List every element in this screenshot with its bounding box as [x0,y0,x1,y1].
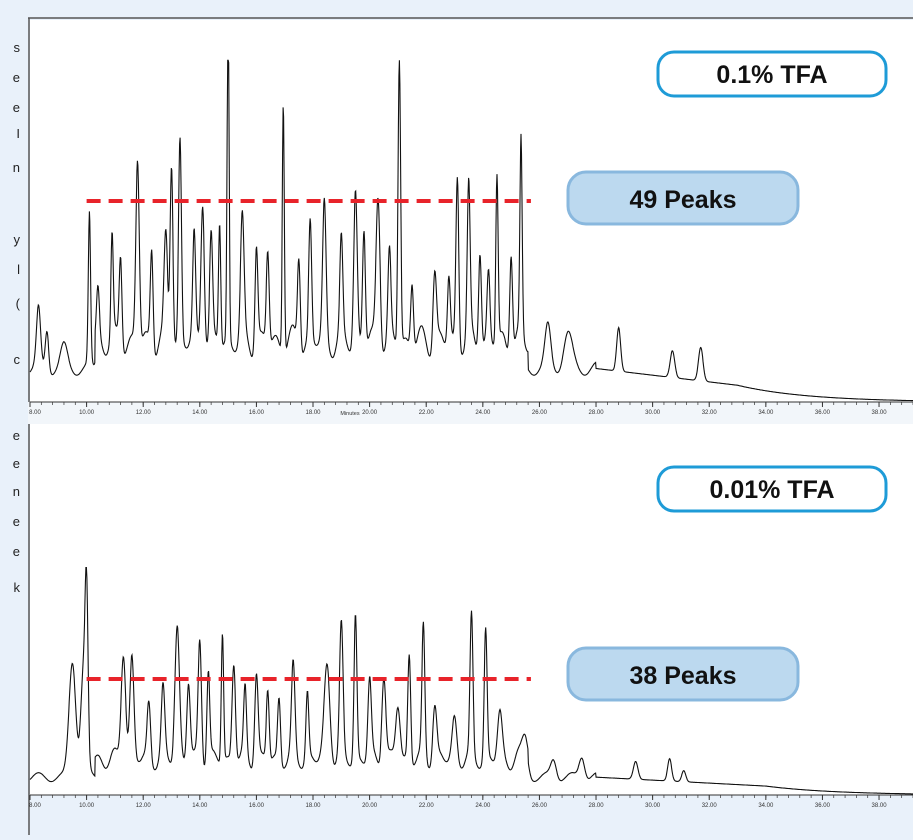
side-text-char: n [12,160,20,175]
side-text-char: e [12,514,20,529]
x-tick-label: 8.00 [29,803,41,809]
x-tick-label: 24.00 [475,410,491,416]
side-text-char: e [12,70,20,85]
x-tick-label: 32.00 [702,803,718,809]
x-tick-label: 28.00 [589,410,605,416]
x-axis-top: 8.00 10.00 12.00 14.00 16.00 18.00 20.00 22.00 2… [29,401,913,416]
x-tick-label: 38.00 [872,410,888,416]
side-text-char: s [13,40,21,55]
chromatogram-panel-bottom: 8.00 10.00 12.00 14.00 16.00 18.00 20.00 22.00 2… [29,465,913,809]
side-text-char: y [13,232,21,247]
x-tick-label: 30.00 [645,803,661,809]
side-text-char: e [12,544,20,559]
chromatogram-trace-top [29,59,913,402]
x-tick-label: 28.00 [589,803,605,809]
x-tick-label: 14.00 [192,410,208,416]
condition-badge-top: 0.1% TFA [656,50,888,98]
x-tick-label: 36.00 [815,803,831,809]
x-tick-label: 38.00 [872,803,888,809]
side-text-char: l [17,262,20,277]
peak-count-badge-bottom-label: 38 Peaks [629,662,736,690]
side-text-char: n [12,484,20,499]
x-axis-bottom: 8.00 10.00 12.00 14.00 16.00 18.00 20.00 22.00 2… [29,794,913,809]
side-text-char: e [12,100,20,115]
x-tick-label: 22.00 [419,410,435,416]
x-tick-label: 36.00 [815,410,831,416]
x-axis-label-top: Minutes [340,411,360,417]
x-tick-label: 26.00 [532,803,548,809]
chromatogram-figure: 8.00 10.00 12.00 14.00 16.00 18.00 20.00 22.00 2… [28,12,913,835]
chromatogram-trace-bottom [29,566,913,795]
side-text-char: e [12,456,20,471]
x-tick-label: 16.00 [249,410,265,416]
condition-badge-bottom: 0.01% TFA [656,465,888,513]
x-tick-label: 12.00 [136,803,152,809]
condition-badge-bottom-label: 0.01% TFA [709,476,834,504]
x-tick-label: 34.00 [758,803,774,809]
panel-gap [28,402,913,424]
peak-count-badge-bottom: 38 Peaks [566,646,800,702]
x-tick-label: 10.00 [79,803,95,809]
x-tick-label: 20.00 [362,803,378,809]
x-tick-label: 10.00 [79,410,95,416]
x-tick-label: 12.00 [136,410,152,416]
chromatogram-svg: 8.00 10.00 12.00 14.00 16.00 18.00 20.00 22.00 2… [28,17,913,835]
peak-count-badge-top-label: 49 Peaks [629,186,736,214]
peak-count-badge-top: 49 Peaks [566,170,800,226]
x-tick-label: 22.00 [419,803,435,809]
x-tick-label: 24.00 [475,803,491,809]
side-text-char: I [16,126,20,141]
side-text-char: k [13,580,21,595]
side-text-char: c [13,352,21,367]
x-tick-label: 18.00 [306,803,322,809]
x-tick-label: 26.00 [532,410,548,416]
x-tick-label: 20.00 [362,410,378,416]
x-tick-label: 32.00 [702,410,718,416]
x-tick-label: 8.00 [29,410,41,416]
x-tick-label: 30.00 [645,410,661,416]
x-tick-label: 16.00 [249,803,265,809]
x-tick-label: 18.00 [306,410,322,416]
x-tick-label: 34.00 [758,410,774,416]
x-tick-label: 14.00 [192,803,208,809]
condition-badge-top-label: 0.1% TFA [716,61,827,89]
side-text-char: ( [15,296,20,311]
side-text-char: e [12,428,20,443]
chromatogram-panel-top: 8.00 10.00 12.00 14.00 16.00 18.00 20.00 22.00 2… [29,50,913,417]
